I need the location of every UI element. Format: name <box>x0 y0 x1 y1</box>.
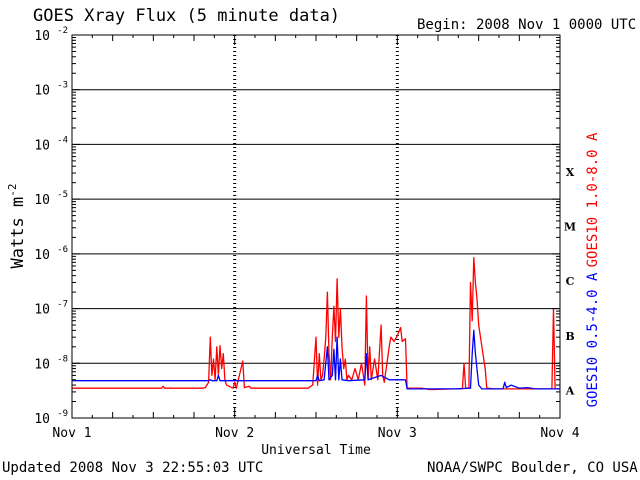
y-tick-label-exponent: -8 <box>57 354 68 364</box>
y-axis-label: Watts m-2 <box>6 184 28 269</box>
begin-time: Begin: 2008 Nov 1 0000 UTC <box>417 17 637 33</box>
y-axis-label-exponent: -2 <box>6 184 19 197</box>
x-tick-labels: Nov 1 Nov 2 Nov 3 Nov 4 <box>52 426 579 441</box>
series-line-short <box>72 329 560 390</box>
flare-class-m: M <box>564 221 576 234</box>
series-group <box>72 257 560 391</box>
updated-timestamp: Updated 2008 Nov 3 22:55:03 UTC <box>2 460 264 476</box>
y-tick-label-exponent: -7 <box>57 300 68 310</box>
chart-title: GOES Xray Flux (5 minute data) <box>33 6 341 26</box>
x-tick-label: Nov 4 <box>540 426 579 441</box>
plot-frame <box>71 34 561 419</box>
y-tick-label: 10 <box>34 29 50 44</box>
y-tick-label: 10 <box>34 412 50 427</box>
x-tick-label: Nov 2 <box>215 426 254 441</box>
flare-class-x: X <box>566 166 575 179</box>
flare-class-a: A <box>565 385 575 398</box>
flare-class-c: C <box>566 275 575 288</box>
x-tick-label: Nov 1 <box>52 426 91 441</box>
y-tick-label: 10 <box>34 193 50 208</box>
legend-goes10-long: GOES10 1.0-8.0 A <box>585 132 601 267</box>
y-tick-label-exponent: -4 <box>57 135 68 145</box>
flare-class-b: B <box>565 330 574 343</box>
y-tick-labels: 10 -9 10 -8 10 -7 10 -6 10 -5 10 -4 10 -3 10 -2 <box>34 26 68 427</box>
y-tick-label-exponent: -9 <box>57 409 68 419</box>
grid-lines <box>72 89 560 364</box>
x-tick-label: Nov 3 <box>378 426 417 441</box>
y-tick-label: 10 <box>34 138 50 153</box>
series-line-long <box>72 257 560 391</box>
flare-class-labels: X M C B A <box>564 166 576 398</box>
y-axis-label-base: Watts m <box>8 197 28 269</box>
y-tick-label: 10 <box>34 357 50 372</box>
axis-ticks <box>71 35 561 419</box>
y-tick-label-exponent: -6 <box>57 245 68 255</box>
y-tick-label-exponent: -2 <box>57 26 68 36</box>
y-tick-label: 10 <box>34 84 50 99</box>
y-tick-label: 10 <box>34 248 50 263</box>
y-tick-label: 10 <box>34 303 50 318</box>
credit-line: NOAA/SWPC Boulder, CO USA <box>427 460 638 476</box>
y-tick-label-exponent: -5 <box>57 190 68 200</box>
day-divider-ticks <box>233 35 399 418</box>
legend-goes10-short: GOES10 0.5-4.0 A <box>585 272 601 407</box>
x-axis-label: Universal Time <box>261 443 371 458</box>
y-tick-label-exponent: -3 <box>57 81 68 91</box>
